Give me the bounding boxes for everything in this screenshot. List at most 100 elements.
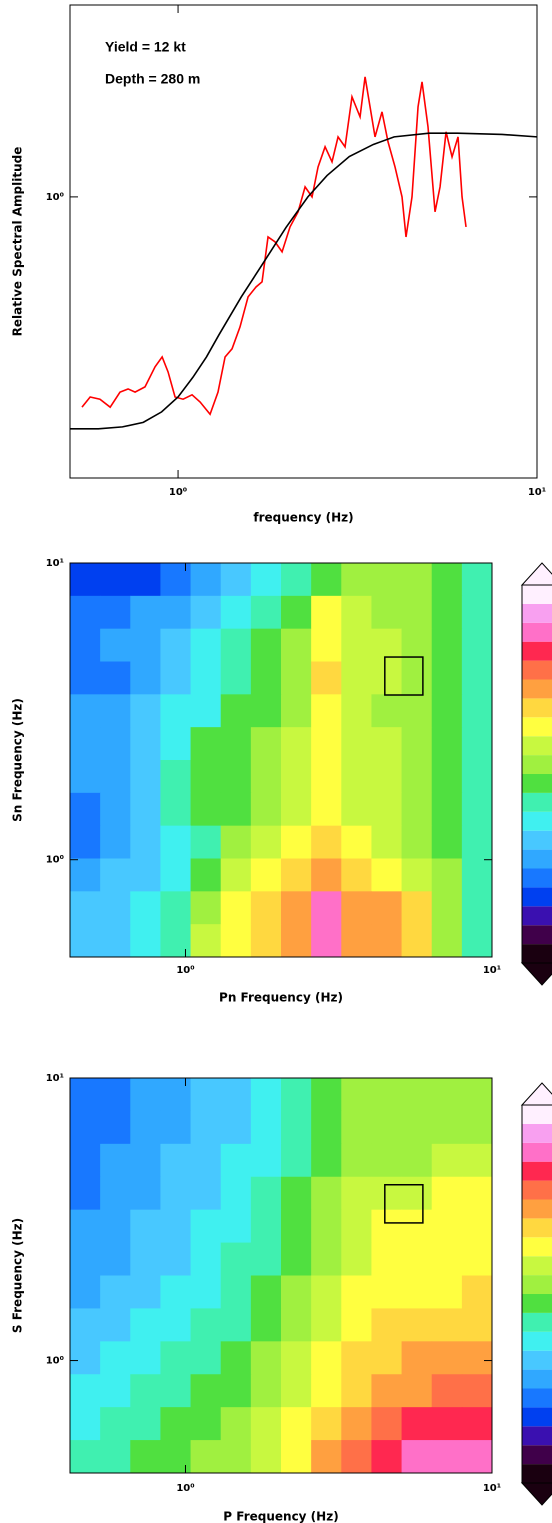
heat-cell [311, 1242, 342, 1276]
heat-cell [220, 1110, 252, 1145]
annotation: Depth = 280 m [105, 71, 200, 87]
heat-cell [341, 1242, 372, 1276]
heat-cell [160, 1440, 192, 1473]
colorbar-bottom [520, 1482, 552, 1506]
heat-cell [130, 1176, 161, 1211]
colorbar-swatch [522, 1180, 552, 1200]
heat-cell [70, 924, 101, 957]
heat-cell [461, 1308, 492, 1342]
heat-cell [341, 1440, 372, 1473]
heat-cell [190, 825, 222, 859]
heat-cell [401, 1407, 433, 1441]
heat-cell [431, 924, 463, 957]
heat-cell [160, 1242, 192, 1276]
plot-frame [69, 1077, 493, 1474]
heat-cell [311, 1341, 342, 1375]
heat-cell [190, 858, 222, 892]
y-axis-label: Relative Spectral Amplitude [11, 147, 25, 337]
heat-cell [431, 1209, 463, 1244]
heat-cell [461, 825, 492, 859]
heat-cell [371, 1209, 403, 1244]
heat-cell [190, 1374, 222, 1408]
heat-cell [160, 661, 192, 695]
heat-cell [220, 760, 252, 794]
heat-cell [100, 1374, 131, 1408]
heat-cell [461, 792, 492, 827]
heat-cell [70, 727, 101, 761]
heat-cell [250, 694, 282, 728]
heat-cell [341, 891, 372, 925]
heat-cell [461, 595, 492, 630]
heat-cell [160, 595, 192, 630]
heat-cell [311, 661, 342, 695]
heat-cell [220, 1275, 252, 1309]
heat-cell [130, 1275, 161, 1309]
heat-cell [190, 1407, 222, 1441]
heat-cell [371, 1308, 403, 1342]
colorbar-swatch [522, 603, 552, 623]
heat-cell [250, 1078, 282, 1112]
heat-cell [160, 628, 192, 662]
heat-cell [70, 825, 101, 859]
colorbar-swatch [522, 641, 552, 661]
heat-cell [371, 595, 403, 630]
heat-cell [220, 563, 252, 597]
heat-cell [431, 858, 463, 892]
heat-cell [190, 1242, 222, 1276]
heat-cell [190, 760, 222, 794]
heat-cell [130, 1341, 161, 1375]
y-tick-label: 10⁰ [46, 1356, 64, 1367]
heat-cell [401, 1110, 433, 1145]
heat-cell [371, 891, 403, 925]
y-tick-label: 10⁰ [46, 855, 64, 866]
heat-cell [130, 924, 161, 957]
heat-cell [190, 628, 222, 662]
colorbar-top [520, 562, 552, 586]
heat-cell [281, 727, 312, 761]
heat-cell [281, 1440, 312, 1473]
heat-cell [311, 1308, 342, 1342]
heat-cell [311, 924, 342, 957]
heat-cell [70, 1275, 101, 1309]
heat-cell [250, 924, 282, 957]
heat-cell [70, 1110, 101, 1145]
heat-cell [100, 792, 131, 827]
y-axis-label: Sn Frequency (Hz) [11, 698, 25, 822]
heat-cell [311, 1176, 342, 1211]
heat-cell [190, 595, 222, 630]
heat-cell [100, 1308, 131, 1342]
heat-cell [281, 924, 312, 957]
colorbar-swatch [522, 1388, 552, 1408]
heat-cell [371, 1407, 403, 1441]
heat-cell [431, 1308, 463, 1342]
heat-cell [281, 891, 312, 925]
heat-cell [311, 563, 342, 597]
heat-cell [250, 891, 282, 925]
colorbar-swatch [522, 1275, 552, 1294]
colorbar-swatch [522, 792, 552, 812]
plot-frame [69, 562, 493, 958]
heat-cell [371, 1275, 403, 1309]
heat-cell [461, 1275, 492, 1309]
heat-cell [341, 792, 372, 827]
heat-cell [70, 1209, 101, 1244]
heat-cell [190, 1440, 222, 1473]
colorbar-top [520, 1082, 552, 1106]
heat-cell [431, 1275, 463, 1309]
heat-cell [160, 1209, 192, 1244]
heat-cell [130, 1209, 161, 1244]
y-tick-label: 10¹ [46, 1073, 64, 1084]
colorbar-swatch [522, 1407, 552, 1427]
heat-cell [220, 858, 252, 892]
heat-cell [401, 1341, 433, 1375]
heat-cell [281, 1176, 312, 1211]
heat-cell [281, 858, 312, 892]
heat-cell [281, 661, 312, 695]
heat-cell [130, 858, 161, 892]
line-series [70, 132, 537, 430]
heat-cell [371, 563, 403, 597]
heat-cell [431, 1374, 463, 1408]
heat-cell [250, 1275, 282, 1309]
heat-cell [401, 727, 433, 761]
heat-cell [461, 858, 492, 892]
